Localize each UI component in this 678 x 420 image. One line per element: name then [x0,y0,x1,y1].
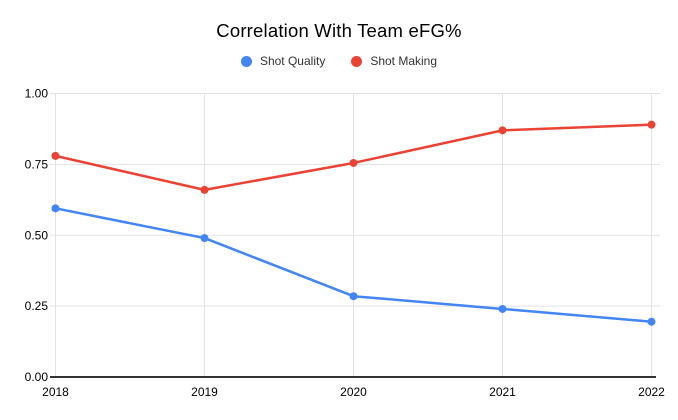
y-tick-label: 0.75 [25,157,49,171]
data-point-shot-quality-2021[interactable] [498,304,507,313]
legend-marker-circle-icon [240,55,252,67]
data-point-shot-quality-2019[interactable] [200,234,209,243]
legend-label-shot-making: Shot Making [370,54,438,68]
data-point-shot-making-2022[interactable] [647,120,656,129]
x-tick-label: 2019 [191,385,218,399]
x-tick-label: 2018 [42,385,69,399]
chart-legend: Shot Quality Shot Making [0,54,678,68]
legend-label-shot-quality: Shot Quality [259,54,326,68]
y-tick-label: 0.25 [25,299,49,313]
legend-marker-circle-icon [351,55,363,67]
x-tick-label: 2021 [489,385,516,399]
y-tick-label: 0.00 [25,370,49,384]
data-point-shot-quality-2022[interactable] [647,317,656,326]
chart-title: Correlation With Team eFG% [216,20,462,41]
data-point-shot-quality-2018[interactable] [51,204,60,213]
data-point-shot-quality-2020[interactable] [349,292,358,301]
y-tick-label: 1.00 [25,87,49,101]
legend-item-shot-making[interactable]: Shot Making [351,54,437,68]
data-point-shot-making-2018[interactable] [51,151,60,160]
x-tick-label: 2022 [638,385,665,399]
x-tick-label: 2020 [340,385,367,399]
y-tick-label: 0.50 [25,228,49,242]
data-point-shot-making-2020[interactable] [349,158,358,167]
data-point-shot-making-2021[interactable] [498,126,507,135]
legend-item-shot-quality[interactable]: Shot Quality [240,54,326,68]
data-point-shot-making-2019[interactable] [200,185,209,194]
